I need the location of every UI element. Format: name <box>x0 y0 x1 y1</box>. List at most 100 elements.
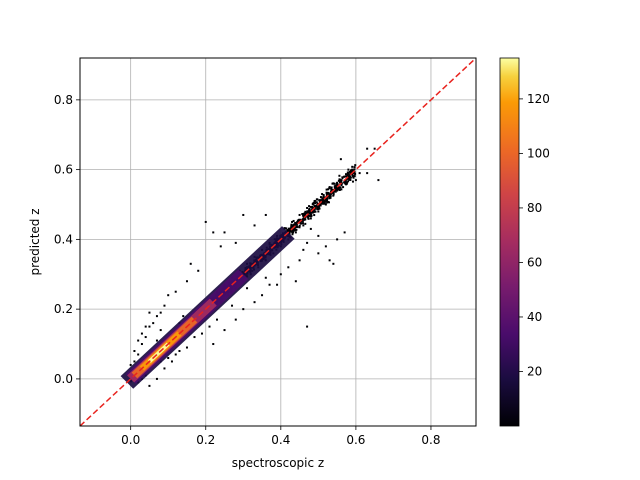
scatter-point <box>317 252 320 255</box>
scatter-point-dense <box>351 169 354 172</box>
scatter-point-dense <box>290 225 293 228</box>
scatter-point-dense <box>337 179 340 182</box>
scatter-point <box>155 315 158 318</box>
scatter-point <box>298 259 301 262</box>
scatter-point-dense <box>316 198 319 201</box>
scatter-point <box>178 350 181 353</box>
scatter-point-dense <box>327 191 330 194</box>
scatter-point <box>148 325 151 328</box>
scatter-point-dense <box>346 181 349 184</box>
scatter-point-dense <box>330 186 333 189</box>
scatter-point-dense <box>291 226 294 229</box>
scatter-point-dense <box>326 197 329 200</box>
scatter-point <box>306 206 309 209</box>
scatter-point-dense <box>354 172 357 175</box>
scatter-point-dense <box>314 199 317 202</box>
scatter-point-dense <box>314 210 317 213</box>
scatter-point-dense <box>287 227 290 230</box>
scatter-point-dense <box>307 217 310 220</box>
scatter-point-dense <box>307 216 310 219</box>
scatter-point <box>336 238 339 241</box>
scatter-point-dense <box>330 188 333 191</box>
scatter-point-dense <box>285 227 288 230</box>
scatter-point-dense <box>345 175 348 178</box>
scatter-point <box>219 245 222 248</box>
scatter-point-dense <box>308 205 311 208</box>
scatter-point-dense <box>299 221 302 224</box>
scatter-point-dense <box>290 227 293 230</box>
scatter-point-dense <box>292 228 295 231</box>
scatter-point-dense <box>296 219 299 222</box>
scatter-point <box>339 158 342 161</box>
scatter-point-dense <box>299 218 302 221</box>
scatter-point-dense <box>290 223 293 226</box>
colorbar-tick-label: 120 <box>527 92 550 106</box>
scatter-point-dense <box>316 206 319 209</box>
scatter-point-dense <box>317 208 320 211</box>
scatter-point-dense <box>331 182 334 185</box>
scatter-point-dense <box>336 183 339 186</box>
scatter-point-dense <box>337 186 340 189</box>
scatter-point <box>193 336 196 339</box>
y-tick-label: 0.2 <box>54 302 73 316</box>
scatter-point <box>366 147 369 150</box>
scatter-point-dense <box>324 200 327 203</box>
scatter-point <box>167 294 170 297</box>
scatter-point <box>294 280 297 283</box>
y-tick-label: 0.8 <box>54 93 73 107</box>
scatter-point-dense <box>309 214 312 217</box>
scatter-point-dense <box>353 168 356 171</box>
scatter-point <box>321 193 324 196</box>
scatter-point-dense <box>353 175 356 178</box>
scatter-point <box>291 220 294 223</box>
scatter-point <box>261 294 264 297</box>
scatter-point-dense <box>346 173 349 176</box>
scatter-point-dense <box>331 191 334 194</box>
scatter-point-dense <box>291 233 294 236</box>
scatter-point <box>306 241 309 244</box>
scatter-point <box>309 227 312 230</box>
scatter-point-dense <box>310 208 313 211</box>
scatter-point <box>306 325 309 328</box>
scatter-point <box>246 287 249 290</box>
scatter-point-dense <box>283 227 286 230</box>
scatter-point-dense <box>326 193 329 196</box>
scatter-point <box>137 339 140 342</box>
scatter-point-dense <box>315 201 318 204</box>
scatter-point-dense <box>354 164 357 167</box>
y-axis-ticks: 0.0 0.2 0.4 0.6 0.8 <box>54 93 80 386</box>
x-axis-ticks: 0.0 0.2 0.4 0.6 0.8 <box>121 426 441 447</box>
scatter-point <box>148 311 151 314</box>
scatter-point-dense <box>318 204 321 207</box>
scatter-point <box>133 350 136 353</box>
scatter-point-dense <box>351 165 354 168</box>
scatter-point <box>129 363 132 366</box>
scatter-point-dense <box>336 188 339 191</box>
scatter-point-dense <box>332 191 335 194</box>
scatter-point-dense <box>338 178 341 181</box>
scatter-point-dense <box>293 223 296 226</box>
scatter-point <box>174 353 177 356</box>
scatter-point-dense <box>313 208 316 211</box>
scatter-point-dense <box>340 182 343 185</box>
colorbar-gradient <box>499 57 520 427</box>
scatter-point <box>317 210 320 213</box>
scatter-point-dense <box>302 214 305 217</box>
scatter-point <box>234 241 237 244</box>
scatter-point <box>174 290 177 293</box>
grid-lines <box>80 58 476 426</box>
scatter-point-dense <box>314 202 317 205</box>
scatter-point-dense <box>352 175 355 178</box>
scatter-point-dense <box>322 195 325 198</box>
scatter-point <box>298 213 301 216</box>
scatter-point <box>302 248 305 251</box>
scatter-point-dense <box>347 180 350 183</box>
scatter-point-dense <box>311 205 314 208</box>
scatter-point <box>324 245 327 248</box>
scatter-point-dense <box>288 229 291 232</box>
scatter-point-dense <box>319 204 322 207</box>
scatter-point <box>182 315 185 318</box>
scatter-point <box>159 311 162 314</box>
scatter-point-dense <box>346 171 349 174</box>
